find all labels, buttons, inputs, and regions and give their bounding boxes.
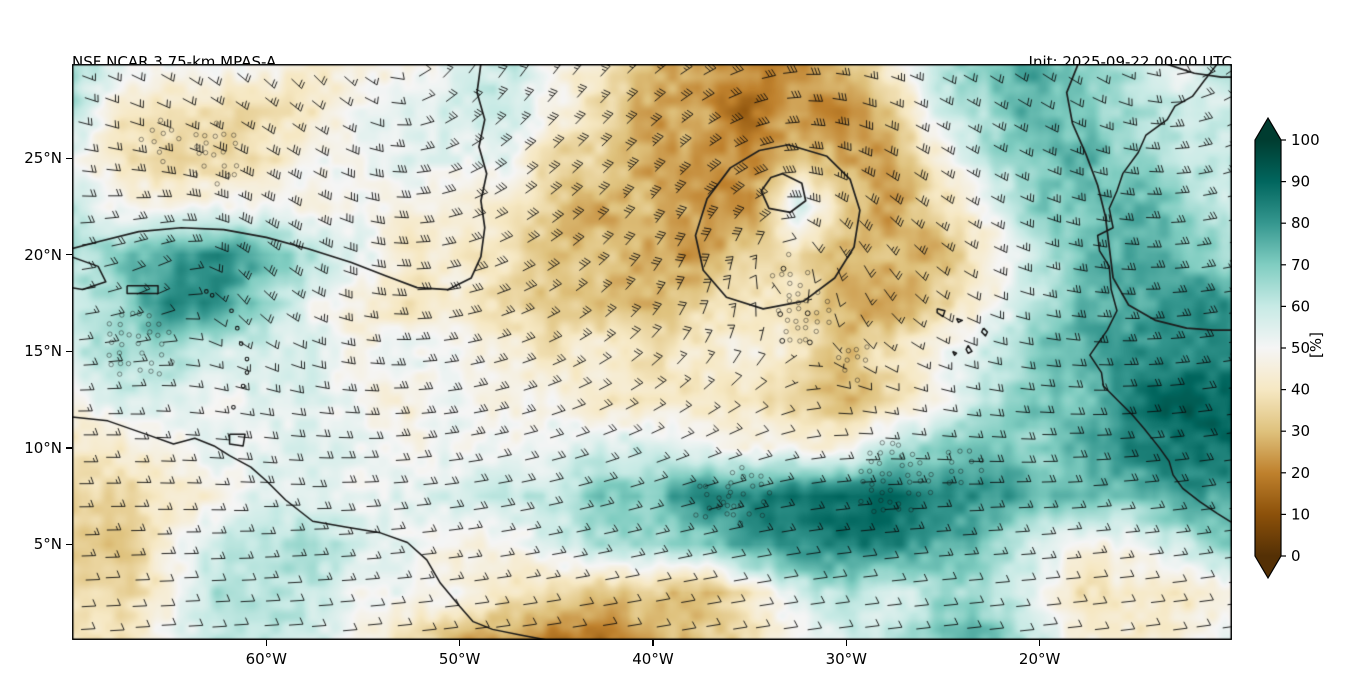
x-axis-tick <box>845 640 847 646</box>
x-axis-tick <box>265 640 267 646</box>
y-axis-tick-label: 25°N <box>24 149 62 168</box>
map-canvas <box>72 64 1232 640</box>
map-plot <box>72 64 1232 640</box>
x-axis-tick <box>652 640 654 646</box>
svg-text:70: 70 <box>1291 256 1310 274</box>
colorbar: 0 10 20 30 40 50 60 70 80 90 100 <box>1249 106 1349 592</box>
svg-text:10: 10 <box>1291 505 1310 523</box>
x-axis-tick-label: 30°W <box>825 650 868 668</box>
y-axis-tick-label: 5°N <box>33 535 62 554</box>
x-axis-tick-label: 40°W <box>632 650 674 668</box>
svg-text:40: 40 <box>1291 381 1310 399</box>
x-axis-tick-label: 50°W <box>438 650 481 668</box>
svg-text:20: 20 <box>1291 464 1310 482</box>
svg-text:100: 100 <box>1291 131 1320 149</box>
x-axis-tick <box>458 640 461 646</box>
svg-text:0: 0 <box>1291 547 1301 565</box>
svg-text:90: 90 <box>1291 173 1310 191</box>
colorbar-label: [%] <box>1306 332 1325 358</box>
svg-text:80: 80 <box>1291 214 1310 232</box>
svg-text:30: 30 <box>1291 422 1310 440</box>
x-axis-tick-label: 60°W <box>245 650 288 668</box>
y-axis-tick-label: 10°N <box>24 438 62 457</box>
y-axis-tick-label: 20°N <box>24 245 62 264</box>
svg-text:60: 60 <box>1291 297 1310 315</box>
x-axis-tick <box>1038 640 1041 646</box>
y-axis-tick-label: 15°N <box>24 342 62 361</box>
x-axis-tick-label: 20°W <box>1018 650 1061 668</box>
svg-text:50: 50 <box>1291 339 1310 357</box>
